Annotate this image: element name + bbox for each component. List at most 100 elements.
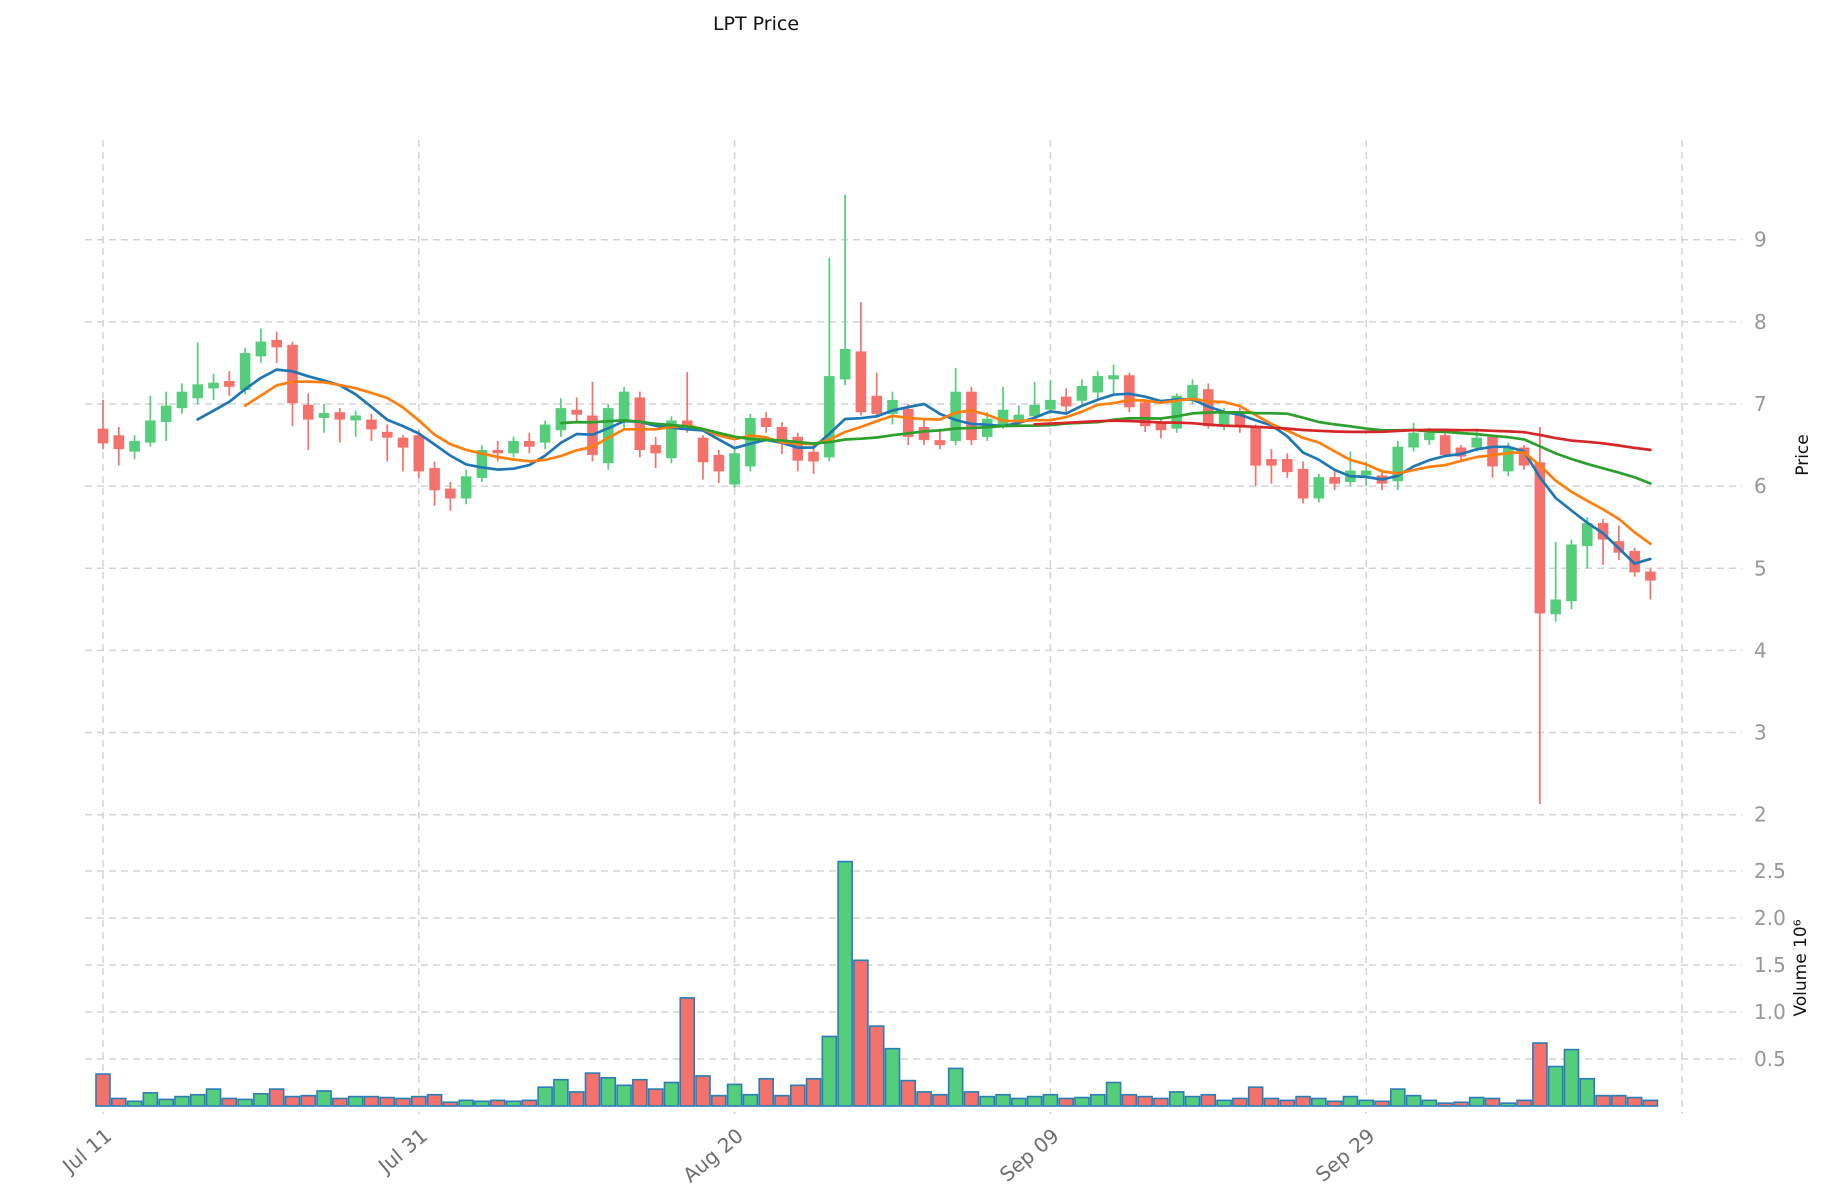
- volume-bar: [253, 1092, 269, 1107]
- candle-body: [1471, 437, 1483, 448]
- volume-panel: [95, 860, 1659, 1107]
- candle-body: [176, 391, 188, 409]
- candle-body: [634, 397, 646, 450]
- ma-line-60: [1033, 419, 1652, 452]
- volume-bar: [1200, 1093, 1217, 1107]
- date-tick-label: Jul 11: [56, 1123, 116, 1179]
- candle-body: [1092, 376, 1104, 393]
- candle-body: [1187, 385, 1198, 400]
- candle-body: [1124, 375, 1135, 408]
- volume-bar: [821, 1035, 838, 1107]
- candle-body: [318, 413, 330, 418]
- volume-bar: [963, 1091, 980, 1107]
- candle-body: [966, 391, 977, 441]
- volume-bar: [1547, 1065, 1564, 1107]
- volume-bar: [1642, 1099, 1659, 1107]
- candle-body: [824, 376, 835, 458]
- candle-body: [997, 409, 1009, 425]
- volume-bar: [1405, 1094, 1422, 1107]
- candle-body: [239, 353, 251, 391]
- volume-bar: [221, 1097, 238, 1107]
- volume-bar: [1311, 1097, 1327, 1107]
- candle-body: [1518, 447, 1530, 466]
- candle-body: [855, 351, 867, 413]
- price-tick-label: 5: [1754, 556, 1767, 580]
- volume-bar: [142, 1092, 159, 1107]
- price-tick-label: 2: [1754, 803, 1767, 827]
- candle-body: [224, 381, 235, 387]
- date-tick-label: Sep 09: [995, 1123, 1064, 1186]
- ma-line-10: [243, 380, 1652, 546]
- volume-bar: [1026, 1095, 1043, 1107]
- candle-body: [397, 437, 409, 448]
- volume-bar: [1168, 1091, 1185, 1107]
- price-tick-label: 8: [1754, 310, 1767, 334]
- volume-bar: [979, 1095, 996, 1107]
- volume-bar: [1326, 1100, 1343, 1107]
- candle-body: [334, 412, 346, 420]
- candle-body: [1076, 385, 1088, 401]
- volume-bar: [647, 1088, 664, 1107]
- volume-bar: [332, 1097, 348, 1107]
- candle-body: [934, 440, 946, 446]
- candle-body: [113, 435, 125, 450]
- volume-bar: [1500, 1102, 1517, 1107]
- candle-body: [460, 476, 472, 499]
- volume-bar: [868, 1025, 885, 1107]
- volume-bar: [95, 1073, 111, 1107]
- candle-body: [1392, 446, 1404, 482]
- volume-tick-label: 2.5: [1754, 859, 1786, 883]
- volume-bar: [1011, 1097, 1027, 1107]
- volume-bar: [1184, 1095, 1201, 1107]
- candle-body: [839, 348, 851, 380]
- candle-body: [192, 384, 204, 399]
- candle-body: [287, 344, 298, 404]
- volume-bar: [1626, 1096, 1643, 1107]
- candle-body: [1139, 402, 1151, 427]
- volume-bar: [695, 1075, 711, 1107]
- candle-body: [1408, 432, 1419, 448]
- candle-body: [1108, 375, 1119, 380]
- volume-bar: [1595, 1094, 1611, 1107]
- volume-bar: [1611, 1094, 1627, 1107]
- candle-body: [1503, 446, 1514, 472]
- volume-bar: [932, 1093, 948, 1107]
- volume-bar: [758, 1077, 774, 1107]
- volume-bar: [1342, 1095, 1359, 1107]
- volume-bar: [347, 1095, 364, 1107]
- candle-body: [1329, 477, 1340, 484]
- candle-body: [666, 420, 677, 459]
- volume-bar: [1484, 1097, 1501, 1107]
- volume-bar: [316, 1090, 332, 1107]
- volume-bar: [205, 1088, 222, 1107]
- candle-body: [1566, 544, 1577, 602]
- volume-bar: [1453, 1101, 1469, 1107]
- price-tick-label: 9: [1754, 228, 1767, 252]
- volume-bar: [1263, 1097, 1280, 1107]
- volume-bar: [900, 1079, 917, 1107]
- candle-body: [255, 341, 267, 357]
- volume-tick-label: 2.0: [1754, 906, 1786, 930]
- volume-bar: [521, 1099, 538, 1107]
- price-tick-label: 3: [1754, 721, 1767, 745]
- volume-bar: [1137, 1095, 1153, 1107]
- volume-bar: [126, 1100, 143, 1107]
- candle-body: [1281, 459, 1293, 473]
- volume-bar: [1153, 1097, 1169, 1107]
- candle-body: [160, 405, 172, 423]
- volume-bar: [300, 1094, 317, 1107]
- price-tick-label: 4: [1754, 638, 1767, 662]
- date-tick-label: Jul 31: [372, 1123, 432, 1179]
- volume-bar: [1042, 1093, 1059, 1107]
- volume-bar: [1121, 1093, 1138, 1107]
- volume-bar: [1516, 1099, 1532, 1107]
- candle-body: [1029, 404, 1040, 417]
- volume-bar: [600, 1077, 617, 1107]
- volume-bar: [568, 1091, 585, 1107]
- volume-axis-label: Volume 10⁶: [1791, 919, 1811, 1016]
- candle-body: [1266, 459, 1277, 466]
- tick-labels-layer: 9 8 7 6 5 4 3 2 2.5 2.0 1.5 1.0 0.5 Jul 11 Jul 31 Aug 2…: [56, 228, 1785, 1188]
- candle-body: [713, 454, 725, 472]
- volume-bar: [1216, 1099, 1232, 1107]
